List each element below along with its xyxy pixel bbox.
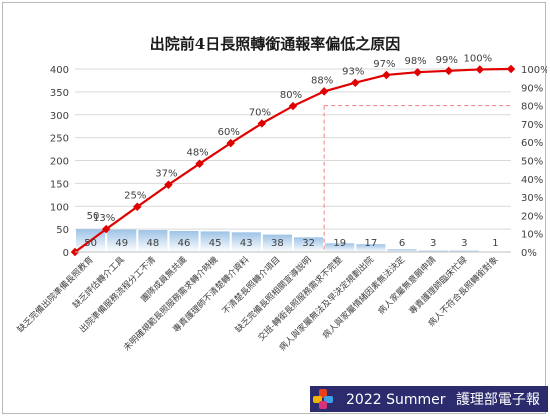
cumulative-point	[413, 67, 422, 77]
y-left-tick-label: 250	[50, 134, 69, 145]
data-labels: 50 49 48 46 45 43 38 32 19 17 6 3 3 1 13% 25% 37% 48% 60% 7…	[84, 53, 498, 249]
y-right-tick-label: 30%	[521, 193, 543, 204]
cumulative-point	[133, 202, 142, 211]
y-left-tick-label: 150	[50, 179, 69, 190]
y-left-tick-label: 350	[50, 88, 69, 99]
bar	[138, 230, 168, 252]
category-label: 缺乏評估轉介工具	[70, 253, 127, 310]
category-label: 病人家屬無意願申請	[375, 253, 438, 316]
bar	[387, 249, 417, 252]
cumulative-percent-label: 88%	[311, 75, 333, 86]
bar-value-label: 46	[178, 238, 191, 249]
y-right-tick-label: 10%	[521, 230, 543, 241]
cumulative-percent-label: 60%	[218, 127, 240, 138]
bar	[294, 237, 324, 252]
category-label: 不清楚長照轉介項目	[219, 254, 282, 317]
four-petal-logo-icon	[313, 389, 333, 409]
cumulative-point	[195, 159, 204, 168]
y-right-tick-label: 100%	[521, 65, 547, 76]
cumulative-percent-label: 80%	[280, 90, 302, 101]
newsletter-banner: 2022 Summer 護理部電子報	[310, 386, 548, 412]
bar-value-label: 19	[333, 238, 346, 249]
cumulative-line-series	[70, 64, 516, 257]
cumulative-point	[444, 66, 453, 76]
bar-value-label: 6	[399, 238, 405, 249]
banner-year: 2022 Summer	[346, 392, 446, 408]
axes: 0501001502002503003504000%10%20%30%40%50…	[14, 65, 547, 353]
y-right-tick-label: 20%	[521, 211, 543, 222]
chart-frame: 出院前4日長照轉銜通報率偏低之原因 0 50 100 150 200 250 300 350 4…	[2, 2, 548, 414]
bar-value-label: 17	[364, 238, 377, 249]
pareto-chart: 出院前4日長照轉銜通報率偏低之原因 0501001502002503003504…	[14, 35, 547, 353]
bar	[325, 243, 355, 252]
reference-lines	[323, 105, 511, 252]
cumulative-percent-label: 48%	[186, 148, 208, 159]
cumulative-percent-label: 99%	[436, 55, 458, 66]
y-left-tick-label: 400	[50, 65, 69, 76]
banner-text: 2022 Summer 護理部電子報	[346, 389, 546, 409]
category-label: 專責護理師臨床忙碌	[406, 253, 469, 316]
bar-value-label: 49	[115, 238, 128, 249]
cumulative-point	[506, 64, 516, 74]
cumulative-point	[101, 224, 111, 234]
y-right-tick-label: 60%	[521, 138, 543, 149]
bar	[169, 230, 199, 252]
bar-value-label: 43	[240, 238, 253, 249]
cumulative-percent-label: 97%	[373, 59, 395, 70]
y-left-tick-label: 100	[50, 202, 69, 213]
y-right-tick-label: 90%	[521, 83, 543, 94]
y-left-tick-label: 200	[50, 157, 69, 168]
cumulative-percent-label: 70%	[249, 107, 271, 118]
bar	[200, 231, 230, 252]
y-right-tick-label: 50%	[521, 157, 543, 168]
bar-value-label: 38	[271, 238, 284, 249]
y-left-tick-label: 50	[56, 225, 69, 236]
cumulative-point	[164, 180, 173, 189]
bar	[356, 244, 386, 252]
bar-value-label: 1	[492, 238, 498, 249]
y-left-tick-label: 300	[50, 111, 69, 122]
cumulative-point	[319, 87, 329, 96]
cumulative-percent-label: 13%	[93, 213, 115, 224]
bar-value-label: 48	[146, 238, 159, 249]
y-right-tick-label: 40%	[521, 175, 543, 186]
cumulative-point	[288, 101, 298, 111]
y-right-tick-label: 80%	[521, 102, 543, 113]
chart-title: 出院前4日長照轉銜通報率偏低之原因	[150, 35, 400, 53]
y-right-tick-label: 0%	[521, 248, 537, 259]
cumulative-percent-label: 93%	[342, 67, 364, 78]
cumulative-point	[382, 70, 391, 80]
cumulative-percent-label: 25%	[124, 191, 146, 202]
bar	[231, 232, 261, 252]
grid-lines	[75, 68, 511, 253]
cumulative-percent-label: 37%	[155, 169, 177, 180]
cumulative-point	[257, 119, 267, 128]
y-left-tick-label: 0	[63, 248, 69, 259]
y-right-tick-label: 70%	[521, 120, 543, 131]
cumulative-point	[226, 138, 235, 148]
cumulative-percent-label: 98%	[404, 56, 426, 67]
bar-value-label: 45	[209, 238, 222, 249]
bar	[418, 250, 448, 252]
bar	[262, 234, 292, 252]
bar	[107, 229, 137, 252]
bar-value-label: 32	[302, 238, 315, 249]
cumulative-percent-label: 100%	[464, 53, 493, 64]
bar-value-label: 3	[461, 238, 467, 249]
bar-value-label: 50	[84, 238, 97, 249]
bar	[449, 250, 479, 252]
start-value-label: 50	[87, 211, 100, 222]
cumulative-point	[475, 65, 485, 74]
bar-series	[76, 229, 510, 252]
banner-title: 護理部電子報	[455, 392, 540, 408]
bar-value-label: 3	[430, 238, 436, 249]
cumulative-point	[351, 78, 360, 87]
